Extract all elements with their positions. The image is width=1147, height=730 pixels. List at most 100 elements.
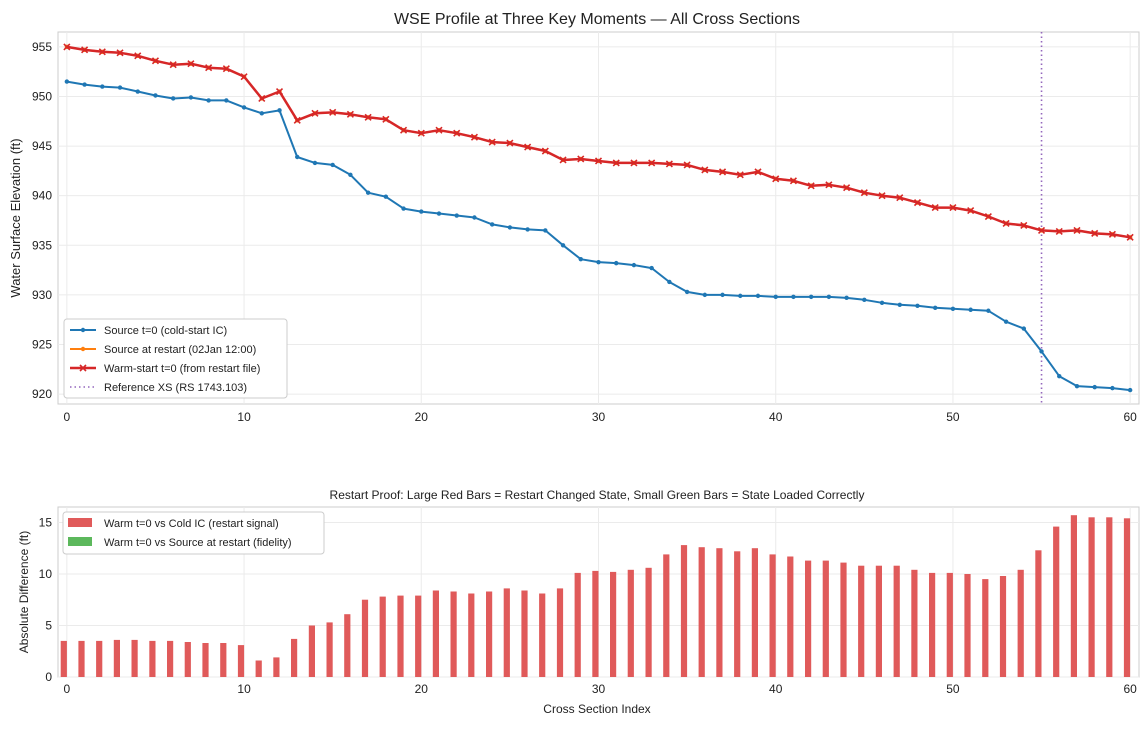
data-point (419, 209, 423, 213)
bar (380, 597, 386, 677)
data-point (1004, 319, 1008, 323)
top-x-tick-label: 30 (592, 410, 606, 424)
top-x-tick-label: 20 (415, 410, 429, 424)
legend-label-source-restart: Source at restart (02Jan 12:00) (104, 344, 256, 356)
data-point (313, 161, 317, 165)
top-legend: Source t=0 (cold-start IC) Source at res… (64, 319, 287, 398)
bar (610, 572, 616, 677)
data-point (330, 163, 334, 167)
bar (1071, 515, 1077, 677)
bar (840, 563, 846, 677)
bottom-x-tick-label: 0 (64, 682, 71, 696)
data-point (880, 301, 884, 305)
bar (663, 554, 669, 677)
bar (575, 573, 581, 677)
bar (291, 639, 297, 677)
bar (167, 641, 173, 677)
data-point (898, 303, 902, 307)
bar (397, 596, 403, 677)
data-point (366, 191, 370, 195)
data-point (1128, 388, 1132, 392)
data-point (685, 290, 689, 294)
data-point (260, 111, 264, 115)
data-point (1092, 385, 1096, 389)
top-y-tick-label: 945 (32, 139, 52, 153)
data-point (1039, 349, 1043, 353)
data-point (82, 82, 86, 86)
data-point (596, 260, 600, 264)
top-x-tick-label: 50 (946, 410, 960, 424)
data-point (295, 155, 299, 159)
bar (787, 557, 793, 678)
bar (982, 579, 988, 677)
data-point (224, 98, 228, 102)
top-x-tick-label: 40 (769, 410, 783, 424)
bar (557, 588, 563, 677)
bottom-y-axis-label: Absolute Difference (ft) (17, 531, 31, 654)
data-point (384, 194, 388, 198)
top-x-tick-label: 0 (64, 410, 71, 424)
data-point (774, 295, 778, 299)
data-point (543, 228, 547, 232)
bar (805, 561, 811, 677)
legend-label-warm-start: Warm-start t=0 (from restart file) (104, 363, 260, 375)
data-point (703, 293, 707, 297)
legend-swatch-fidelity (68, 537, 92, 546)
data-point (65, 79, 69, 83)
data-point (525, 227, 529, 231)
bottom-chart-title: Restart Proof: Large Red Bars = Restart … (330, 488, 865, 502)
data-point (827, 295, 831, 299)
data-point (986, 309, 990, 313)
data-point (1022, 326, 1026, 330)
data-point (579, 257, 583, 261)
bar (1053, 527, 1059, 677)
bar (681, 545, 687, 677)
bar (149, 641, 155, 677)
bar (327, 622, 333, 677)
bar (911, 570, 917, 677)
bottom-x-tick-label: 60 (1123, 682, 1137, 696)
bar (468, 594, 474, 678)
data-point (791, 295, 795, 299)
data-point (738, 294, 742, 298)
bar (61, 641, 67, 677)
bottom-y-tick-label: 5 (45, 618, 52, 632)
data-point (490, 222, 494, 226)
top-y-tick-label: 935 (32, 238, 52, 252)
bar (78, 641, 84, 677)
bar (1000, 576, 1006, 677)
bar (114, 640, 120, 677)
bar (451, 592, 457, 678)
legend-label-reference-xs: Reference XS (RS 1743.103) (104, 382, 247, 394)
bar (752, 548, 758, 677)
data-point (844, 296, 848, 300)
data-point (649, 266, 653, 270)
legend-label-fidelity: Warm t=0 vs Source at restart (fidelity) (104, 537, 292, 549)
bar (433, 591, 439, 678)
bar (309, 626, 315, 678)
legend-label-source-t0: Source t=0 (cold-start IC) (104, 325, 227, 337)
data-point (171, 96, 175, 100)
bottom-x-tick-label: 20 (415, 682, 429, 696)
data-point (136, 89, 140, 93)
data-point (118, 85, 122, 89)
bottom-x-tick-label: 50 (946, 682, 960, 696)
data-point (933, 306, 937, 310)
data-point (667, 280, 671, 284)
data-point (915, 304, 919, 308)
bottom-y-tick-label: 0 (45, 670, 52, 684)
bar (486, 592, 492, 678)
bar (628, 570, 634, 677)
bar (858, 566, 864, 677)
bar (646, 568, 652, 677)
data-point (968, 308, 972, 312)
top-y-tick-label: 950 (32, 89, 52, 103)
bar (1124, 518, 1130, 677)
top-y-tick-label: 955 (32, 40, 52, 54)
data-point (756, 294, 760, 298)
top-y-axis-label: Water Surface Elevation (ft) (8, 138, 23, 297)
bar (185, 642, 191, 677)
bar (362, 600, 368, 677)
bar (592, 571, 598, 677)
